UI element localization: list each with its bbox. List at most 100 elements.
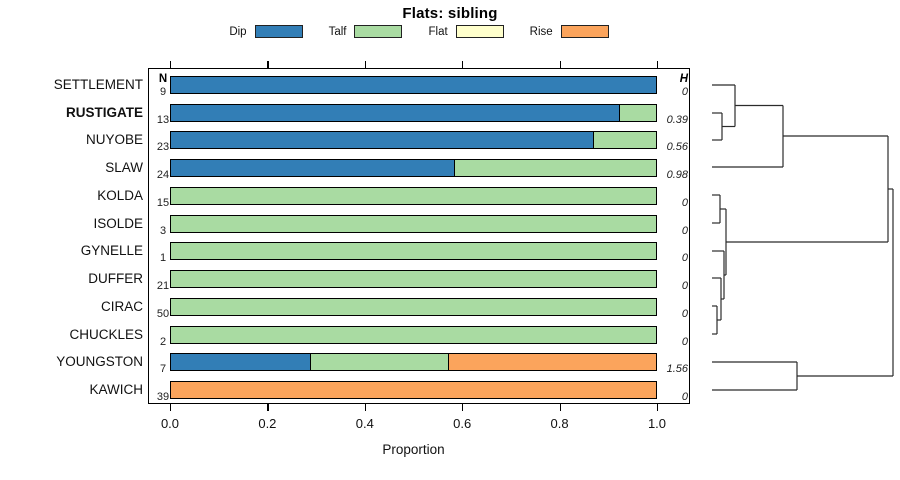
x-tick-top xyxy=(559,61,561,68)
n-value: 13 xyxy=(156,113,170,126)
bar-segment-rise xyxy=(171,381,656,398)
x-tick-top xyxy=(267,61,269,68)
x-tick-label: 0.2 xyxy=(258,416,277,431)
bar-row xyxy=(170,76,657,94)
bar-row xyxy=(170,131,657,150)
x-tick-top xyxy=(170,61,172,68)
bar-row xyxy=(170,214,657,233)
x-tick-bottom xyxy=(364,404,366,411)
n-value: 50 xyxy=(156,307,170,320)
h-value: 0.56 xyxy=(666,141,688,154)
h-value: 0 xyxy=(681,224,688,237)
x-tick-top xyxy=(657,61,659,68)
n-value: 15 xyxy=(156,196,170,209)
n-value: 7 xyxy=(159,363,167,376)
legend-item: Dip xyxy=(229,25,303,38)
row-label: NUYOBE xyxy=(85,132,143,148)
legend-label: Flat xyxy=(428,25,448,38)
bar-segment-talf xyxy=(171,187,656,204)
bar-segment-talf xyxy=(171,243,656,260)
bar-segment-dip xyxy=(171,104,619,121)
n-value: 23 xyxy=(156,141,170,154)
bar-row xyxy=(170,380,657,399)
bar-segment-talf xyxy=(592,132,656,149)
h-value: 0 xyxy=(681,307,688,320)
h-value: 1.56 xyxy=(666,363,688,376)
n-value: 1 xyxy=(159,252,167,265)
bar-row xyxy=(170,325,657,344)
x-tick-top xyxy=(462,61,464,68)
row-label: DUFFER xyxy=(88,271,143,287)
bar-segment-rise xyxy=(447,354,656,371)
bar-segment-dip xyxy=(171,354,310,371)
h-value: 0 xyxy=(681,252,688,265)
bar-row xyxy=(170,242,657,261)
x-tick-bottom xyxy=(559,404,561,411)
row-label: SLAW xyxy=(105,160,143,176)
legend: Dip Talf Flat Rise xyxy=(148,25,690,38)
row-label: YOUNGSTON xyxy=(56,354,143,370)
bar-segment-talf xyxy=(453,160,656,177)
x-tick-label: 0.6 xyxy=(453,416,472,431)
bar-segment-talf xyxy=(171,298,656,315)
n-value: 2 xyxy=(159,335,167,348)
x-tick-top xyxy=(364,61,366,68)
bar-row xyxy=(170,186,657,205)
n-value: 21 xyxy=(156,280,170,293)
bar-segment-talf xyxy=(309,354,448,371)
bar-segment-talf xyxy=(171,215,656,232)
bar-segment-talf xyxy=(618,104,656,121)
bar-row xyxy=(170,297,657,316)
bar-segment-dip xyxy=(171,132,593,149)
row-label: KOLDA xyxy=(97,187,143,203)
h-value: 0 xyxy=(681,86,688,98)
row-label: ISOLDE xyxy=(93,215,143,231)
h-value: 0 xyxy=(681,196,688,209)
n-value: 3 xyxy=(159,224,167,237)
bar-segment-dip xyxy=(171,77,656,93)
x-tick-bottom xyxy=(170,404,172,411)
row-label: GYNELLE xyxy=(80,243,143,259)
x-tick-bottom xyxy=(657,404,659,411)
row-label: KAWICH xyxy=(89,381,144,397)
h-value: 0.39 xyxy=(666,113,688,126)
bar-row xyxy=(170,103,657,122)
h-value: 0 xyxy=(681,335,688,348)
h-column-header: H xyxy=(679,73,688,85)
row-label: SETTLEMENT xyxy=(53,77,143,92)
plot-frame xyxy=(148,68,690,404)
bar-row xyxy=(170,353,657,372)
legend-item: Rise xyxy=(530,25,609,38)
row-label: CHUCKLES xyxy=(69,326,143,342)
legend-swatch-flat xyxy=(455,25,504,38)
x-tick-bottom xyxy=(462,404,464,411)
bar-segment-talf xyxy=(171,271,656,288)
legend-swatch-dip xyxy=(254,25,303,38)
legend-item: Talf xyxy=(329,25,403,38)
n-column-header: N xyxy=(158,73,168,85)
x-tick-label: 0.4 xyxy=(355,416,374,431)
bar-row xyxy=(170,159,657,178)
bar-segment-talf xyxy=(171,326,656,343)
h-value: 0.98 xyxy=(666,169,688,182)
n-value: 39 xyxy=(156,390,170,403)
legend-item: Flat xyxy=(428,25,504,38)
h-value: 0 xyxy=(681,390,688,403)
n-value: 9 xyxy=(159,86,167,98)
x-tick-label: 0.0 xyxy=(160,416,180,431)
legend-swatch-rise xyxy=(560,25,609,38)
x-tick-label: 0.8 xyxy=(550,416,569,431)
row-label: RUSTIGATE xyxy=(66,104,143,120)
h-value: 0 xyxy=(681,280,688,293)
n-value: 24 xyxy=(156,169,170,182)
row-label: CIRAC xyxy=(100,298,143,314)
chart-title: Flats: sibling xyxy=(402,5,498,22)
legend-label: Rise xyxy=(529,25,553,38)
x-axis-title: Proportion xyxy=(382,442,445,457)
x-tick-bottom xyxy=(267,404,269,411)
legend-label: Talf xyxy=(328,25,347,38)
bar-row xyxy=(170,270,657,289)
bar-segment-dip xyxy=(171,160,454,177)
legend-swatch-talf xyxy=(354,25,403,38)
